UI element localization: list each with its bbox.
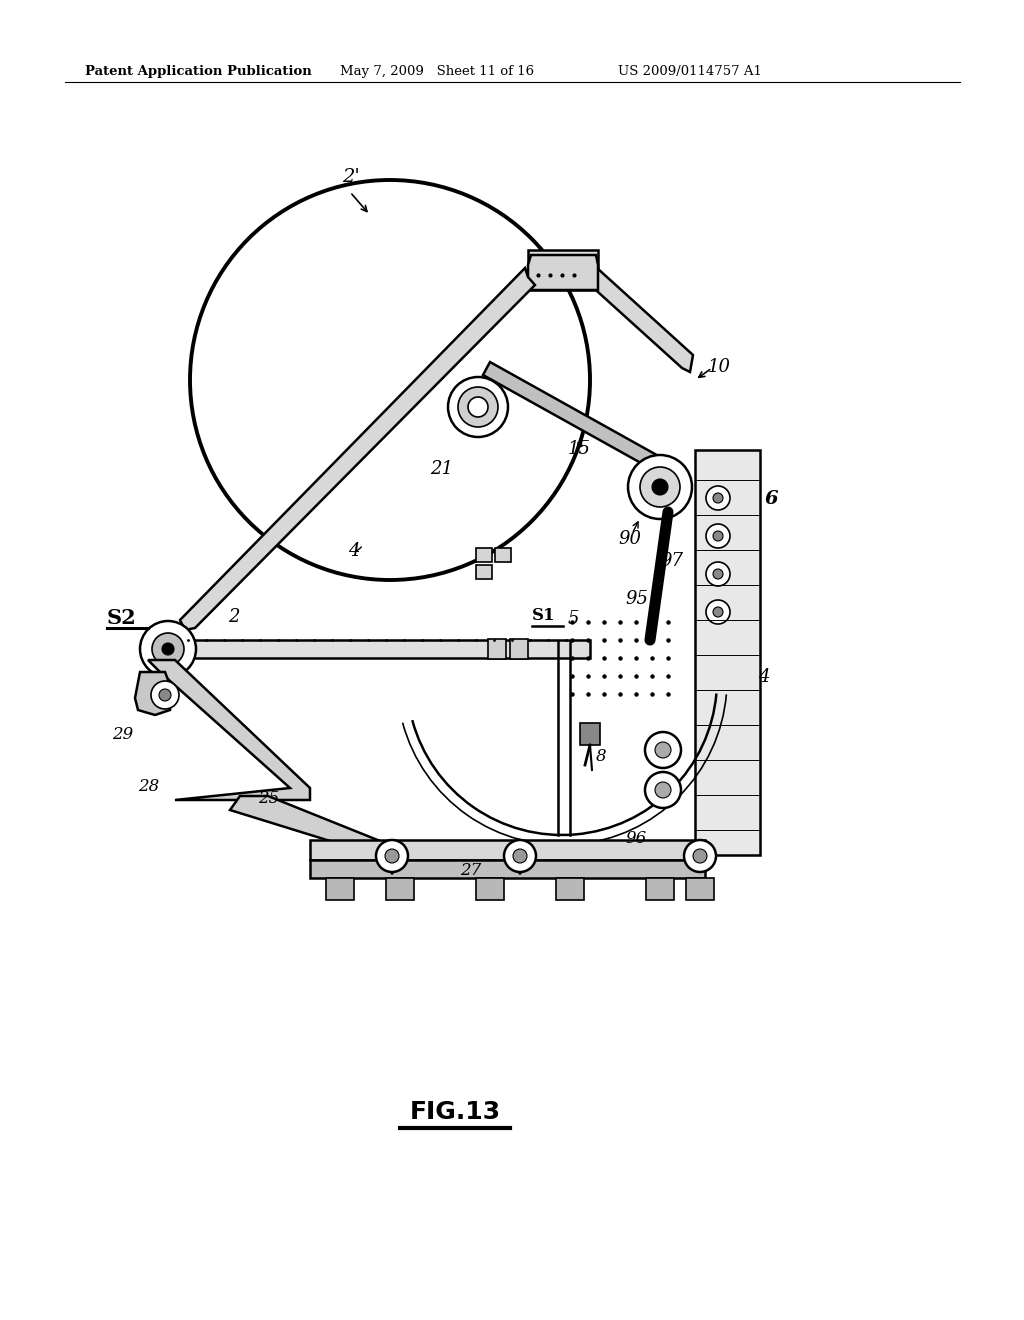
Polygon shape bbox=[504, 842, 536, 874]
Circle shape bbox=[449, 378, 508, 437]
Bar bbox=[476, 548, 492, 562]
Circle shape bbox=[513, 849, 527, 863]
Circle shape bbox=[140, 620, 196, 677]
Bar bbox=[580, 723, 600, 744]
Circle shape bbox=[706, 524, 730, 548]
Text: 10: 10 bbox=[708, 358, 731, 376]
Circle shape bbox=[713, 569, 723, 579]
Bar bbox=[495, 548, 511, 562]
Text: 28: 28 bbox=[138, 777, 160, 795]
Text: 2': 2' bbox=[342, 168, 359, 186]
Polygon shape bbox=[230, 796, 390, 858]
Text: 4: 4 bbox=[758, 668, 769, 686]
Text: 97: 97 bbox=[660, 552, 683, 570]
Polygon shape bbox=[376, 842, 408, 874]
Text: 8: 8 bbox=[596, 748, 606, 766]
Circle shape bbox=[159, 689, 171, 701]
Text: May 7, 2009   Sheet 11 of 16: May 7, 2009 Sheet 11 of 16 bbox=[340, 65, 535, 78]
Text: S2: S2 bbox=[106, 609, 137, 628]
Text: 5: 5 bbox=[568, 610, 580, 628]
Circle shape bbox=[706, 486, 730, 510]
Circle shape bbox=[504, 840, 536, 873]
Circle shape bbox=[706, 601, 730, 624]
Bar bbox=[326, 878, 354, 900]
Bar bbox=[528, 249, 598, 290]
Circle shape bbox=[693, 849, 707, 863]
Bar bbox=[488, 639, 506, 659]
Text: 21: 21 bbox=[430, 459, 453, 478]
Circle shape bbox=[376, 840, 408, 873]
Bar bbox=[310, 861, 705, 878]
Text: 90: 90 bbox=[618, 531, 641, 548]
Circle shape bbox=[655, 742, 671, 758]
Text: 25: 25 bbox=[258, 789, 280, 807]
Circle shape bbox=[684, 840, 716, 873]
Text: 6: 6 bbox=[765, 490, 778, 508]
Circle shape bbox=[162, 643, 174, 655]
Bar bbox=[168, 640, 590, 657]
Circle shape bbox=[385, 849, 399, 863]
Bar bbox=[476, 565, 492, 579]
Circle shape bbox=[640, 467, 680, 507]
Text: 96: 96 bbox=[625, 830, 646, 847]
Circle shape bbox=[713, 607, 723, 616]
Bar bbox=[556, 878, 584, 900]
Circle shape bbox=[645, 772, 681, 808]
Text: S1: S1 bbox=[532, 607, 555, 624]
Text: 4: 4 bbox=[348, 543, 359, 560]
Text: 27: 27 bbox=[460, 862, 481, 879]
Circle shape bbox=[713, 492, 723, 503]
Circle shape bbox=[458, 387, 498, 426]
Circle shape bbox=[628, 455, 692, 519]
Circle shape bbox=[468, 397, 488, 417]
Bar bbox=[510, 639, 528, 659]
Text: Patent Application Publication: Patent Application Publication bbox=[85, 65, 311, 78]
Circle shape bbox=[713, 531, 723, 541]
Circle shape bbox=[645, 733, 681, 768]
Text: US 2009/0114757 A1: US 2009/0114757 A1 bbox=[618, 65, 762, 78]
Bar bbox=[476, 878, 504, 900]
Polygon shape bbox=[310, 840, 705, 861]
Circle shape bbox=[652, 479, 668, 495]
Bar bbox=[386, 878, 414, 900]
Circle shape bbox=[706, 562, 730, 586]
Text: 15: 15 bbox=[568, 440, 591, 458]
Text: 95: 95 bbox=[625, 590, 648, 609]
Circle shape bbox=[655, 781, 671, 799]
Polygon shape bbox=[135, 672, 170, 715]
Bar bbox=[646, 878, 674, 900]
Polygon shape bbox=[483, 362, 680, 482]
Circle shape bbox=[152, 634, 184, 665]
Polygon shape bbox=[528, 255, 598, 290]
Bar bbox=[695, 450, 760, 855]
Text: FIG.13: FIG.13 bbox=[410, 1100, 501, 1125]
Circle shape bbox=[151, 681, 179, 709]
Polygon shape bbox=[180, 268, 535, 630]
Text: 29: 29 bbox=[112, 726, 133, 743]
Polygon shape bbox=[588, 268, 693, 372]
Bar bbox=[686, 878, 714, 900]
Text: 2: 2 bbox=[228, 609, 240, 626]
Polygon shape bbox=[148, 660, 310, 800]
